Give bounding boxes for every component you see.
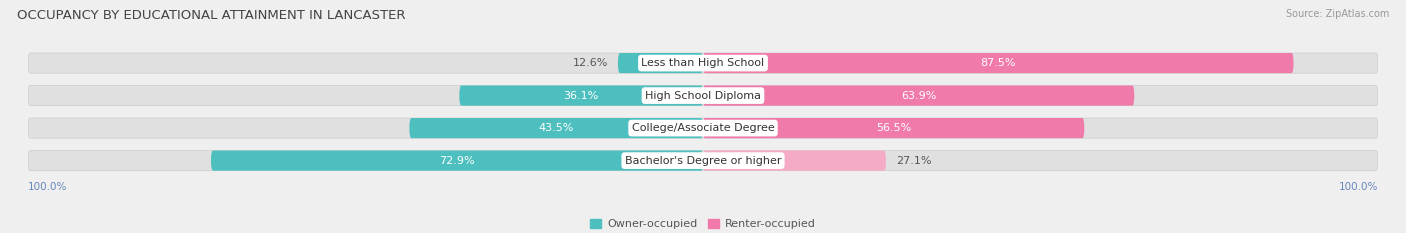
FancyBboxPatch shape <box>703 86 1135 106</box>
Text: High School Diploma: High School Diploma <box>645 91 761 101</box>
Text: 56.5%: 56.5% <box>876 123 911 133</box>
FancyBboxPatch shape <box>28 151 1378 171</box>
Text: 87.5%: 87.5% <box>980 58 1017 68</box>
FancyBboxPatch shape <box>28 118 1378 138</box>
Text: Source: ZipAtlas.com: Source: ZipAtlas.com <box>1285 9 1389 19</box>
Legend: Owner-occupied, Renter-occupied: Owner-occupied, Renter-occupied <box>591 219 815 229</box>
Text: 43.5%: 43.5% <box>538 123 574 133</box>
Text: 63.9%: 63.9% <box>901 91 936 101</box>
FancyBboxPatch shape <box>703 53 1294 73</box>
FancyBboxPatch shape <box>460 86 703 106</box>
Text: 100.0%: 100.0% <box>28 182 67 192</box>
Text: 100.0%: 100.0% <box>1339 182 1378 192</box>
FancyBboxPatch shape <box>703 151 886 171</box>
Text: 36.1%: 36.1% <box>564 91 599 101</box>
Text: Bachelor's Degree or higher: Bachelor's Degree or higher <box>624 156 782 166</box>
FancyBboxPatch shape <box>619 53 703 73</box>
FancyBboxPatch shape <box>28 86 1378 106</box>
Text: College/Associate Degree: College/Associate Degree <box>631 123 775 133</box>
FancyBboxPatch shape <box>703 118 1084 138</box>
Text: OCCUPANCY BY EDUCATIONAL ATTAINMENT IN LANCASTER: OCCUPANCY BY EDUCATIONAL ATTAINMENT IN L… <box>17 9 405 22</box>
Text: Less than High School: Less than High School <box>641 58 765 68</box>
FancyBboxPatch shape <box>211 151 703 171</box>
FancyBboxPatch shape <box>28 53 1378 73</box>
Text: 27.1%: 27.1% <box>896 156 932 166</box>
Text: 12.6%: 12.6% <box>572 58 607 68</box>
FancyBboxPatch shape <box>409 118 703 138</box>
Text: 72.9%: 72.9% <box>439 156 475 166</box>
